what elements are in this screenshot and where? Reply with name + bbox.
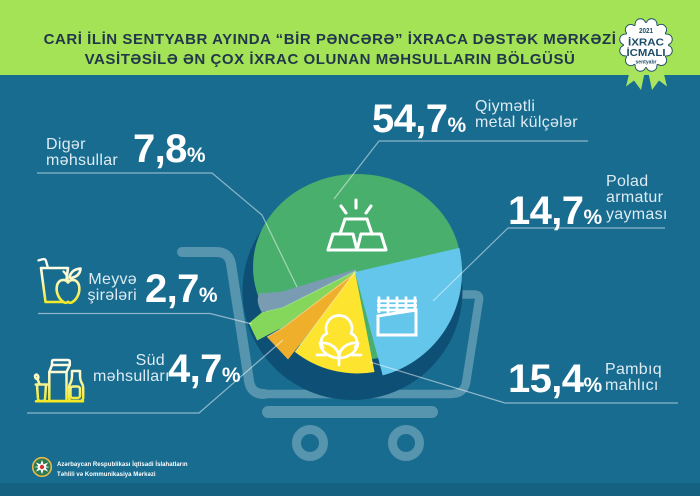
svg-text:2021: 2021 <box>639 26 653 35</box>
svg-text:sentyabr: sentyabr <box>636 60 658 66</box>
svg-text:İXRAC: İXRAC <box>628 36 664 49</box>
svg-text:İCMALI: İCMALI <box>627 46 666 59</box>
